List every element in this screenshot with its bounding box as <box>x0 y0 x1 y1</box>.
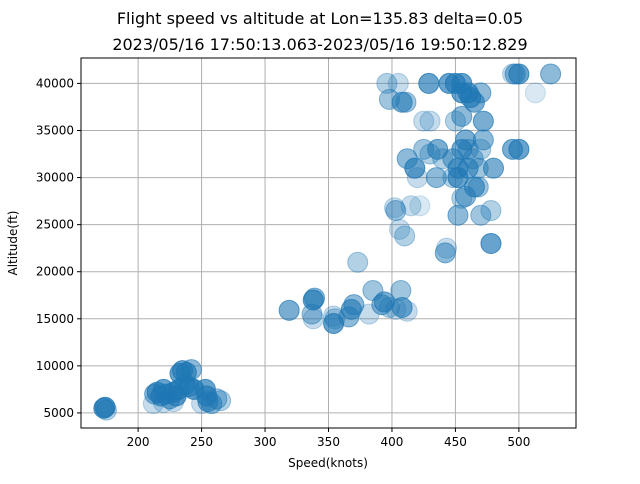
data-point <box>343 294 365 316</box>
x-tick-label: 300 <box>254 435 277 449</box>
x-tick-label: 350 <box>317 435 340 449</box>
y-tick-label: 20000 <box>36 265 74 279</box>
data-point <box>467 176 489 198</box>
data-point <box>210 390 232 412</box>
x-tick-label: 500 <box>507 435 530 449</box>
chart-title: Flight speed vs altitude at Lon=135.83 d… <box>117 9 523 28</box>
data-point <box>472 129 494 151</box>
data-point <box>480 200 502 222</box>
data-point <box>347 251 369 273</box>
data-point <box>470 138 492 160</box>
x-axis-label: Speed(knots) <box>288 456 368 470</box>
data-point <box>396 300 418 322</box>
data-point <box>385 200 407 222</box>
data-point <box>302 308 324 330</box>
grid <box>81 58 576 428</box>
data-point <box>153 392 174 414</box>
data-point <box>451 105 473 127</box>
data-point <box>390 280 412 302</box>
data-point <box>540 63 562 85</box>
data-point <box>436 237 458 259</box>
data-point <box>395 91 417 113</box>
data-point <box>304 287 326 309</box>
data-point <box>418 72 440 94</box>
data-point <box>508 63 530 85</box>
data-point <box>413 110 435 132</box>
y-tick-label: 40000 <box>36 76 74 90</box>
data-point <box>95 399 117 421</box>
y-tick-label: 25000 <box>36 218 74 232</box>
data-point <box>389 218 411 240</box>
y-tick-label: 30000 <box>36 171 74 185</box>
data-point <box>502 63 524 85</box>
data-point <box>508 138 530 160</box>
data-point <box>384 197 405 219</box>
y-tick-label: 5000 <box>43 406 74 420</box>
y-tick-label: 35000 <box>36 123 74 137</box>
data-point <box>427 138 449 160</box>
data-point <box>387 72 409 94</box>
data-point <box>419 110 441 132</box>
x-tick-label: 450 <box>444 435 467 449</box>
data-point <box>163 391 185 413</box>
data-point <box>406 167 428 189</box>
data-point <box>524 82 546 104</box>
data-point <box>472 110 494 132</box>
data-point <box>394 225 416 247</box>
y-tick-label: 15000 <box>36 312 74 326</box>
data-point <box>483 157 504 179</box>
data-point <box>180 359 202 381</box>
data-point <box>447 204 469 226</box>
data-point <box>409 195 431 217</box>
x-tick-label: 400 <box>381 435 404 449</box>
data-point <box>278 299 300 321</box>
x-tick-label: 250 <box>190 435 213 449</box>
data-point <box>206 388 228 410</box>
x-tick-label: 200 <box>127 435 150 449</box>
data-point <box>391 296 413 318</box>
data-point <box>425 167 447 189</box>
data-point <box>94 396 116 418</box>
data-point <box>470 82 492 104</box>
chart-subtitle: 2023/05/16 17:50:13.063-2023/05/16 19:50… <box>112 35 527 54</box>
data-point <box>404 157 426 179</box>
data-point <box>444 110 466 132</box>
data-point <box>480 232 502 254</box>
data-point <box>432 148 454 170</box>
data-point <box>434 242 456 264</box>
y-axis-label: Altitude(ft) <box>6 211 20 276</box>
data-point <box>457 157 479 179</box>
data-points <box>93 63 562 421</box>
data-point <box>191 393 213 415</box>
data-point <box>470 204 492 226</box>
data-point <box>400 195 422 217</box>
ticks: 200 250 300 350 400 450 500 5000 10000 15000 20000… <box>36 76 531 449</box>
y-tick-label: 10000 <box>36 359 74 373</box>
data-point <box>376 72 398 94</box>
